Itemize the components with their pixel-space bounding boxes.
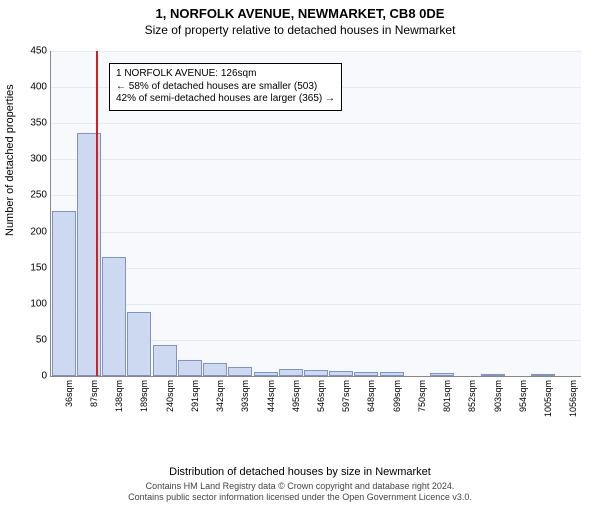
gridline <box>51 232 581 233</box>
y-tick-label: 300 <box>30 154 47 165</box>
x-axis-label: Distribution of detached houses by size … <box>0 466 600 478</box>
x-tick-label: 699sqm <box>392 380 402 412</box>
gridline <box>51 159 581 160</box>
histogram-bar <box>52 211 76 376</box>
x-tick-label: 750sqm <box>417 380 427 412</box>
chart-area: 05010015020025030035040045036sqm87sqm138… <box>50 51 580 431</box>
x-tick-label: 1005sqm <box>543 380 553 417</box>
x-tick-label: 546sqm <box>316 380 326 412</box>
x-tick-label: 444sqm <box>266 380 276 412</box>
histogram-bar <box>127 312 151 376</box>
x-tick-label: 240sqm <box>165 380 175 412</box>
footnote-line-2: Contains public sector information licen… <box>0 492 600 502</box>
plot-area: 05010015020025030035040045036sqm87sqm138… <box>50 51 581 377</box>
histogram-bar <box>531 374 555 376</box>
x-tick-label: 393sqm <box>240 380 250 412</box>
x-tick-label: 87sqm <box>89 380 99 407</box>
y-axis-label: Number of detached properties <box>4 84 16 236</box>
y-tick-label: 250 <box>30 190 47 201</box>
histogram-bar <box>102 257 126 376</box>
gridline <box>51 123 581 124</box>
x-tick-label: 36sqm <box>64 380 74 407</box>
y-tick-label: 0 <box>41 371 47 382</box>
histogram-bar <box>430 373 454 376</box>
x-tick-label: 852sqm <box>467 380 477 412</box>
x-tick-label: 189sqm <box>139 380 149 412</box>
histogram-bar <box>279 369 303 376</box>
x-tick-label: 954sqm <box>518 380 528 412</box>
x-tick-label: 648sqm <box>366 380 376 412</box>
chart-title: 1, NORFOLK AVENUE, NEWMARKET, CB8 0DE <box>0 6 600 21</box>
x-tick-label: 291sqm <box>190 380 200 412</box>
y-tick-label: 450 <box>30 46 47 57</box>
x-tick-label: 138sqm <box>114 380 124 412</box>
x-tick-label: 597sqm <box>341 380 351 412</box>
x-tick-label: 1056sqm <box>568 380 578 417</box>
chart-subtitle: Size of property relative to detached ho… <box>0 23 600 37</box>
histogram-bar <box>153 345 177 376</box>
histogram-bar <box>354 372 378 376</box>
y-tick-label: 200 <box>30 226 47 237</box>
gridline <box>51 195 581 196</box>
histogram-bar <box>304 370 328 376</box>
x-tick-label: 495sqm <box>291 380 301 412</box>
annotation-box: 1 NORFOLK AVENUE: 126sqm ← 58% of detach… <box>109 63 342 111</box>
y-tick-label: 50 <box>36 334 47 345</box>
annotation-line-3: 42% of semi-detached houses are larger (… <box>116 93 335 106</box>
footnote-line-1: Contains HM Land Registry data © Crown c… <box>0 481 600 491</box>
x-tick-label: 903sqm <box>493 380 503 412</box>
y-tick-label: 350 <box>30 118 47 129</box>
y-tick-label: 400 <box>30 82 47 93</box>
histogram-bar <box>380 372 404 376</box>
histogram-bar <box>203 363 227 376</box>
histogram-bar <box>481 374 505 376</box>
y-tick-label: 100 <box>30 298 47 309</box>
histogram-bar <box>228 367 252 376</box>
gridline <box>51 304 581 305</box>
histogram-bar <box>329 371 353 376</box>
x-tick-label: 342sqm <box>215 380 225 412</box>
y-tick-label: 150 <box>30 262 47 273</box>
footnote: Contains HM Land Registry data © Crown c… <box>0 481 600 502</box>
histogram-bar <box>254 372 278 376</box>
annotation-line-2: ← 58% of detached houses are smaller (50… <box>116 81 335 94</box>
x-tick-label: 801sqm <box>442 380 452 412</box>
histogram-bar <box>178 360 202 376</box>
gridline <box>51 51 581 52</box>
marker-line <box>96 51 98 376</box>
annotation-line-1: 1 NORFOLK AVENUE: 126sqm <box>116 68 335 81</box>
gridline <box>51 268 581 269</box>
